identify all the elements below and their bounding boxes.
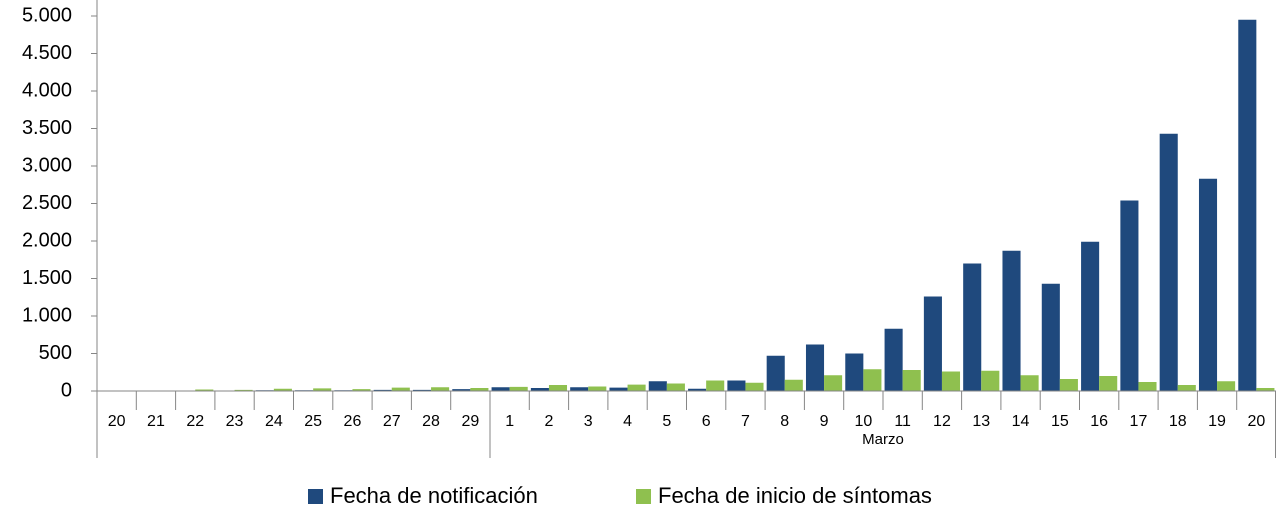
y-tick-label: 1.000 [22, 304, 72, 326]
bar [1198, 178, 1218, 391]
group-label: Marzo [862, 431, 904, 448]
bar [509, 386, 528, 391]
bar [412, 389, 432, 391]
x-tick-label: 22 [186, 413, 204, 430]
bar [1081, 241, 1100, 391]
x-tick-label: 8 [780, 413, 789, 430]
bar [1138, 382, 1157, 391]
y-tick-label: 3.500 [22, 117, 72, 139]
x-tick-label: 11 [894, 413, 911, 430]
x-tick-label: 20 [1247, 413, 1265, 430]
x-tick-label: 29 [461, 413, 479, 430]
x-tick-label: 1 [505, 413, 514, 430]
bar [1256, 388, 1275, 391]
bar [666, 383, 685, 391]
x-tick-label: 13 [972, 413, 990, 430]
bar [1002, 250, 1021, 391]
bar [1159, 133, 1178, 391]
x-tick-label: 20 [108, 413, 126, 430]
bar [784, 379, 803, 391]
y-tick-label: 2.000 [22, 229, 72, 251]
bar [1120, 200, 1139, 391]
bar [1238, 19, 1257, 391]
bar [727, 380, 746, 391]
y-tick-label: 5.000 [22, 4, 72, 26]
bar [609, 387, 628, 391]
bar [1059, 379, 1078, 391]
bar [1177, 385, 1196, 391]
bar [352, 389, 371, 391]
x-tick-label: 4 [623, 413, 632, 430]
x-tick-label: 3 [584, 413, 593, 430]
x-tick-label: 18 [1169, 413, 1187, 430]
y-tick-label: 3.000 [22, 154, 72, 176]
bar [452, 389, 471, 391]
x-tick-label: 26 [344, 413, 362, 430]
y-tick-label: 0 [61, 379, 72, 401]
bar [234, 389, 253, 391]
bar [1020, 375, 1039, 391]
bar [588, 386, 607, 391]
legend-label: Fecha de inicio de síntomas [658, 483, 932, 508]
y-tick-label: 4.000 [22, 79, 72, 101]
y-tick-label: 1.500 [22, 267, 72, 289]
x-tick-label: 14 [1012, 413, 1030, 430]
x-tick-label: 23 [226, 413, 244, 430]
bar [570, 387, 589, 391]
x-tick-label: 7 [741, 413, 750, 430]
bar [273, 388, 292, 391]
bar [824, 375, 843, 391]
x-tick-label: 16 [1090, 413, 1108, 430]
x-tick-label: 2 [544, 413, 553, 430]
bar [1217, 381, 1236, 391]
bar [391, 387, 410, 391]
legend-label: Fecha de notificación [330, 483, 538, 508]
bar [745, 382, 764, 391]
bar [431, 387, 450, 391]
y-tick-label: 2.500 [22, 192, 72, 214]
bar [688, 388, 707, 391]
bar [1099, 376, 1118, 391]
bar [706, 380, 725, 391]
bar [923, 296, 942, 391]
x-tick-label: 5 [662, 413, 671, 430]
bar [963, 263, 982, 391]
y-tick-label: 500 [39, 342, 72, 364]
x-tick-label: 25 [304, 413, 322, 430]
bar [805, 344, 825, 391]
bar [470, 388, 489, 391]
bar [902, 370, 921, 391]
y-tick-label: 4.500 [22, 42, 72, 64]
x-tick-label: 28 [422, 413, 440, 430]
x-tick-label: 19 [1208, 413, 1226, 430]
bar [766, 355, 785, 391]
bar [941, 371, 961, 391]
bar [627, 384, 646, 391]
x-tick-label: 27 [383, 413, 401, 430]
x-tick-label: 17 [1130, 413, 1148, 430]
bar [530, 388, 549, 391]
x-tick-label: 6 [702, 413, 711, 430]
x-tick-label: 21 [147, 413, 165, 430]
x-tick-label: 24 [265, 413, 283, 430]
bar [548, 385, 568, 391]
legend-swatch [636, 489, 651, 504]
bar [863, 369, 882, 391]
legend-swatch [308, 489, 323, 504]
bar [1041, 283, 1060, 391]
x-tick-label: 9 [820, 413, 829, 430]
x-tick-label: 10 [854, 413, 872, 430]
bar [648, 381, 667, 391]
x-tick-label: 12 [933, 413, 951, 430]
bar [884, 328, 903, 391]
bar [313, 388, 332, 391]
bar [195, 389, 214, 391]
bar [845, 353, 864, 391]
x-tick-label: 15 [1051, 413, 1069, 430]
bar [981, 370, 1000, 391]
bar [491, 387, 510, 391]
bar [373, 389, 392, 391]
